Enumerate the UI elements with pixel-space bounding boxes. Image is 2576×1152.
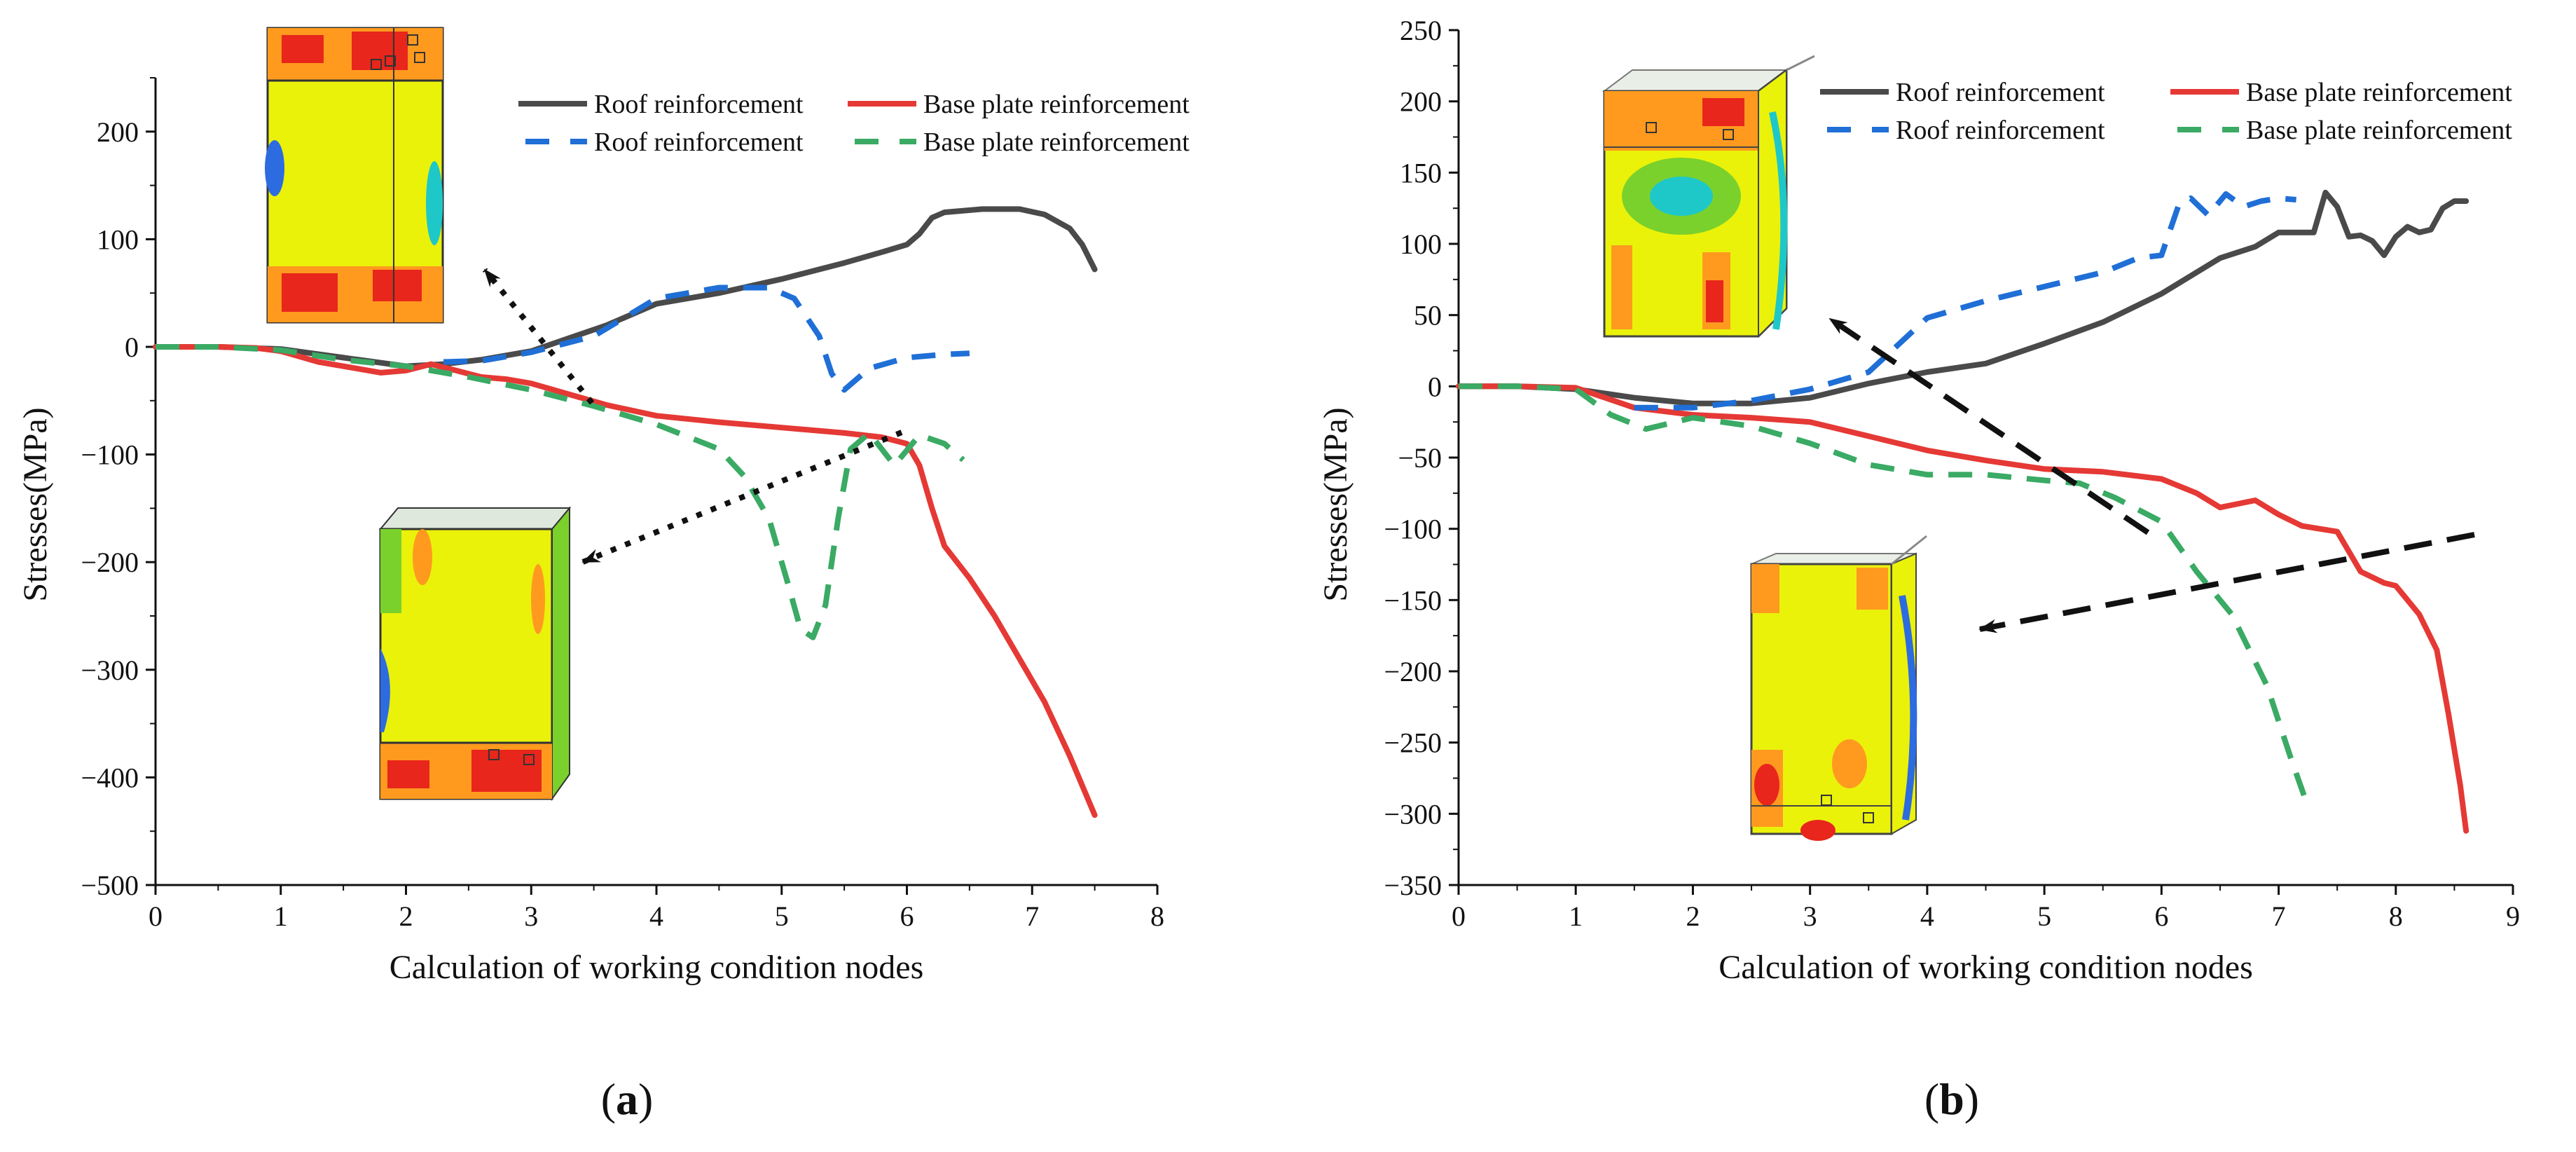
y-tick-label: −500: [81, 870, 139, 901]
x-tick-label: 1: [1569, 900, 1583, 932]
panel-a-legend: Roof reinforcement Base plate reinforceme…: [518, 90, 1190, 157]
panel-a-fem-inset-bottom: [378, 506, 572, 802]
panel-b-fem-inset-bottom: [1750, 535, 1927, 841]
x-tick-label: 4: [1920, 900, 1934, 932]
y-tick-label: 50: [1414, 300, 1442, 331]
y-tick-label: 100: [1400, 228, 1442, 260]
panel-b-label: (b): [1924, 1074, 1979, 1124]
y-tick-label: −200: [81, 547, 139, 578]
panel-b-axes: 0 1 2 3 4 5 6 7 8 9 −350 −300 −250 −200 −150 −100 −50 0 50…: [1317, 15, 2520, 986]
x-axis-title: Calculation of working condition nodes: [390, 949, 924, 986]
y-tick-label: −200: [1384, 656, 1442, 687]
x-tick-label: 0: [149, 900, 163, 932]
x-tick-label: 7: [2272, 900, 2286, 932]
series-line-solid-roof: [1456, 189, 2470, 406]
legend-label: Base plate reinforcement: [2246, 78, 2512, 107]
y-axis-title: Stresses(MPa): [1317, 407, 1354, 601]
y-tick-label: 0: [1428, 371, 1442, 402]
x-tick-label: 5: [775, 900, 789, 932]
legend-label: Roof reinforcement: [1896, 78, 2105, 107]
y-tick-label: 150: [1400, 157, 1442, 188]
x-tick-label: 6: [2154, 900, 2168, 932]
series-line-solid-base: [1456, 383, 2470, 834]
x-tick-label: 7: [1025, 900, 1039, 932]
y-tick-label: 200: [1400, 86, 1442, 118]
y-tick-label: −50: [1398, 442, 1442, 474]
y-tick-label: −250: [1384, 727, 1442, 759]
panel-b: 0 1 2 3 4 5 6 7 8 9 −350 −300 −250 −200 −150 −100 −50 0 50…: [1317, 15, 2520, 986]
y-tick-label: −100: [81, 439, 139, 471]
series-line-dashed-roof: [1634, 191, 2296, 411]
panel-b-arrow-top: [1828, 316, 2150, 535]
series-line-solid-base: [153, 344, 1098, 818]
y-tick-label: 100: [97, 224, 139, 255]
x-tick-label: 8: [2389, 900, 2403, 932]
legend-label: Base plate reinforcement: [923, 90, 1190, 119]
x-tick-label: 6: [900, 900, 914, 932]
legend-label: Base plate reinforcement: [2246, 116, 2512, 145]
series-line-dashed-roof: [443, 284, 970, 393]
panel-b-fem-inset-top: [1602, 55, 1815, 338]
y-tick-label: −400: [81, 762, 139, 793]
x-tick-label: 5: [2037, 900, 2051, 932]
panel-b-legend: Roof reinforcement Base plate reinforceme…: [1820, 78, 2512, 145]
legend-label: Base plate reinforcement: [923, 128, 1190, 157]
panel-a-arrow-top: [482, 268, 595, 405]
panel-a-series: [153, 206, 1098, 818]
panel-a-axes: 0 1 2 3 4 5 6 7 8 −500 −400 −300 −200 −100 0 100 200 Calc…: [17, 77, 1164, 986]
y-tick-label: 250: [1400, 15, 1442, 46]
y-axis-title: Stresses(MPa): [17, 407, 54, 601]
y-tick-label: −300: [81, 654, 139, 686]
x-axis-title: Calculation of working condition nodes: [1719, 949, 2253, 986]
y-tick-label: −350: [1384, 870, 1442, 901]
x-tick-label: 3: [1803, 900, 1817, 932]
panel-a-fem-inset-top: [265, 27, 444, 324]
legend-label: Roof reinforcement: [594, 90, 804, 119]
x-tick-label: 1: [274, 900, 288, 932]
x-tick-label: 9: [2506, 900, 2520, 932]
panel-a-label: (a): [601, 1074, 654, 1124]
y-tick-label: 0: [125, 331, 139, 363]
x-tick-label: 2: [1686, 900, 1700, 932]
y-tick-label: −100: [1384, 514, 1442, 545]
panel-b-series: [1456, 189, 2470, 834]
y-tick-label: −300: [1384, 798, 1442, 830]
panel-a: 0 1 2 3 4 5 6 7 8 −500 −400 −300 −200 −100 0 100 200 Calc…: [17, 27, 1190, 986]
x-tick-label: 4: [649, 900, 663, 932]
legend-label: Roof reinforcement: [1896, 116, 2105, 145]
x-tick-label: 2: [399, 900, 413, 932]
y-tick-label: 200: [97, 116, 139, 148]
panel-b-arrow-bottom: [1978, 532, 2475, 633]
legend-label: Roof reinforcement: [594, 128, 804, 157]
x-tick-label: 0: [1452, 900, 1466, 932]
series-line-dashed-base: [156, 344, 965, 640]
x-tick-label: 3: [524, 900, 538, 932]
panel-a-arrow-bottom: [581, 430, 903, 565]
series-line-dashed-base: [1459, 383, 2311, 808]
y-tick-label: −150: [1384, 584, 1442, 616]
x-tick-label: 8: [1150, 900, 1164, 932]
